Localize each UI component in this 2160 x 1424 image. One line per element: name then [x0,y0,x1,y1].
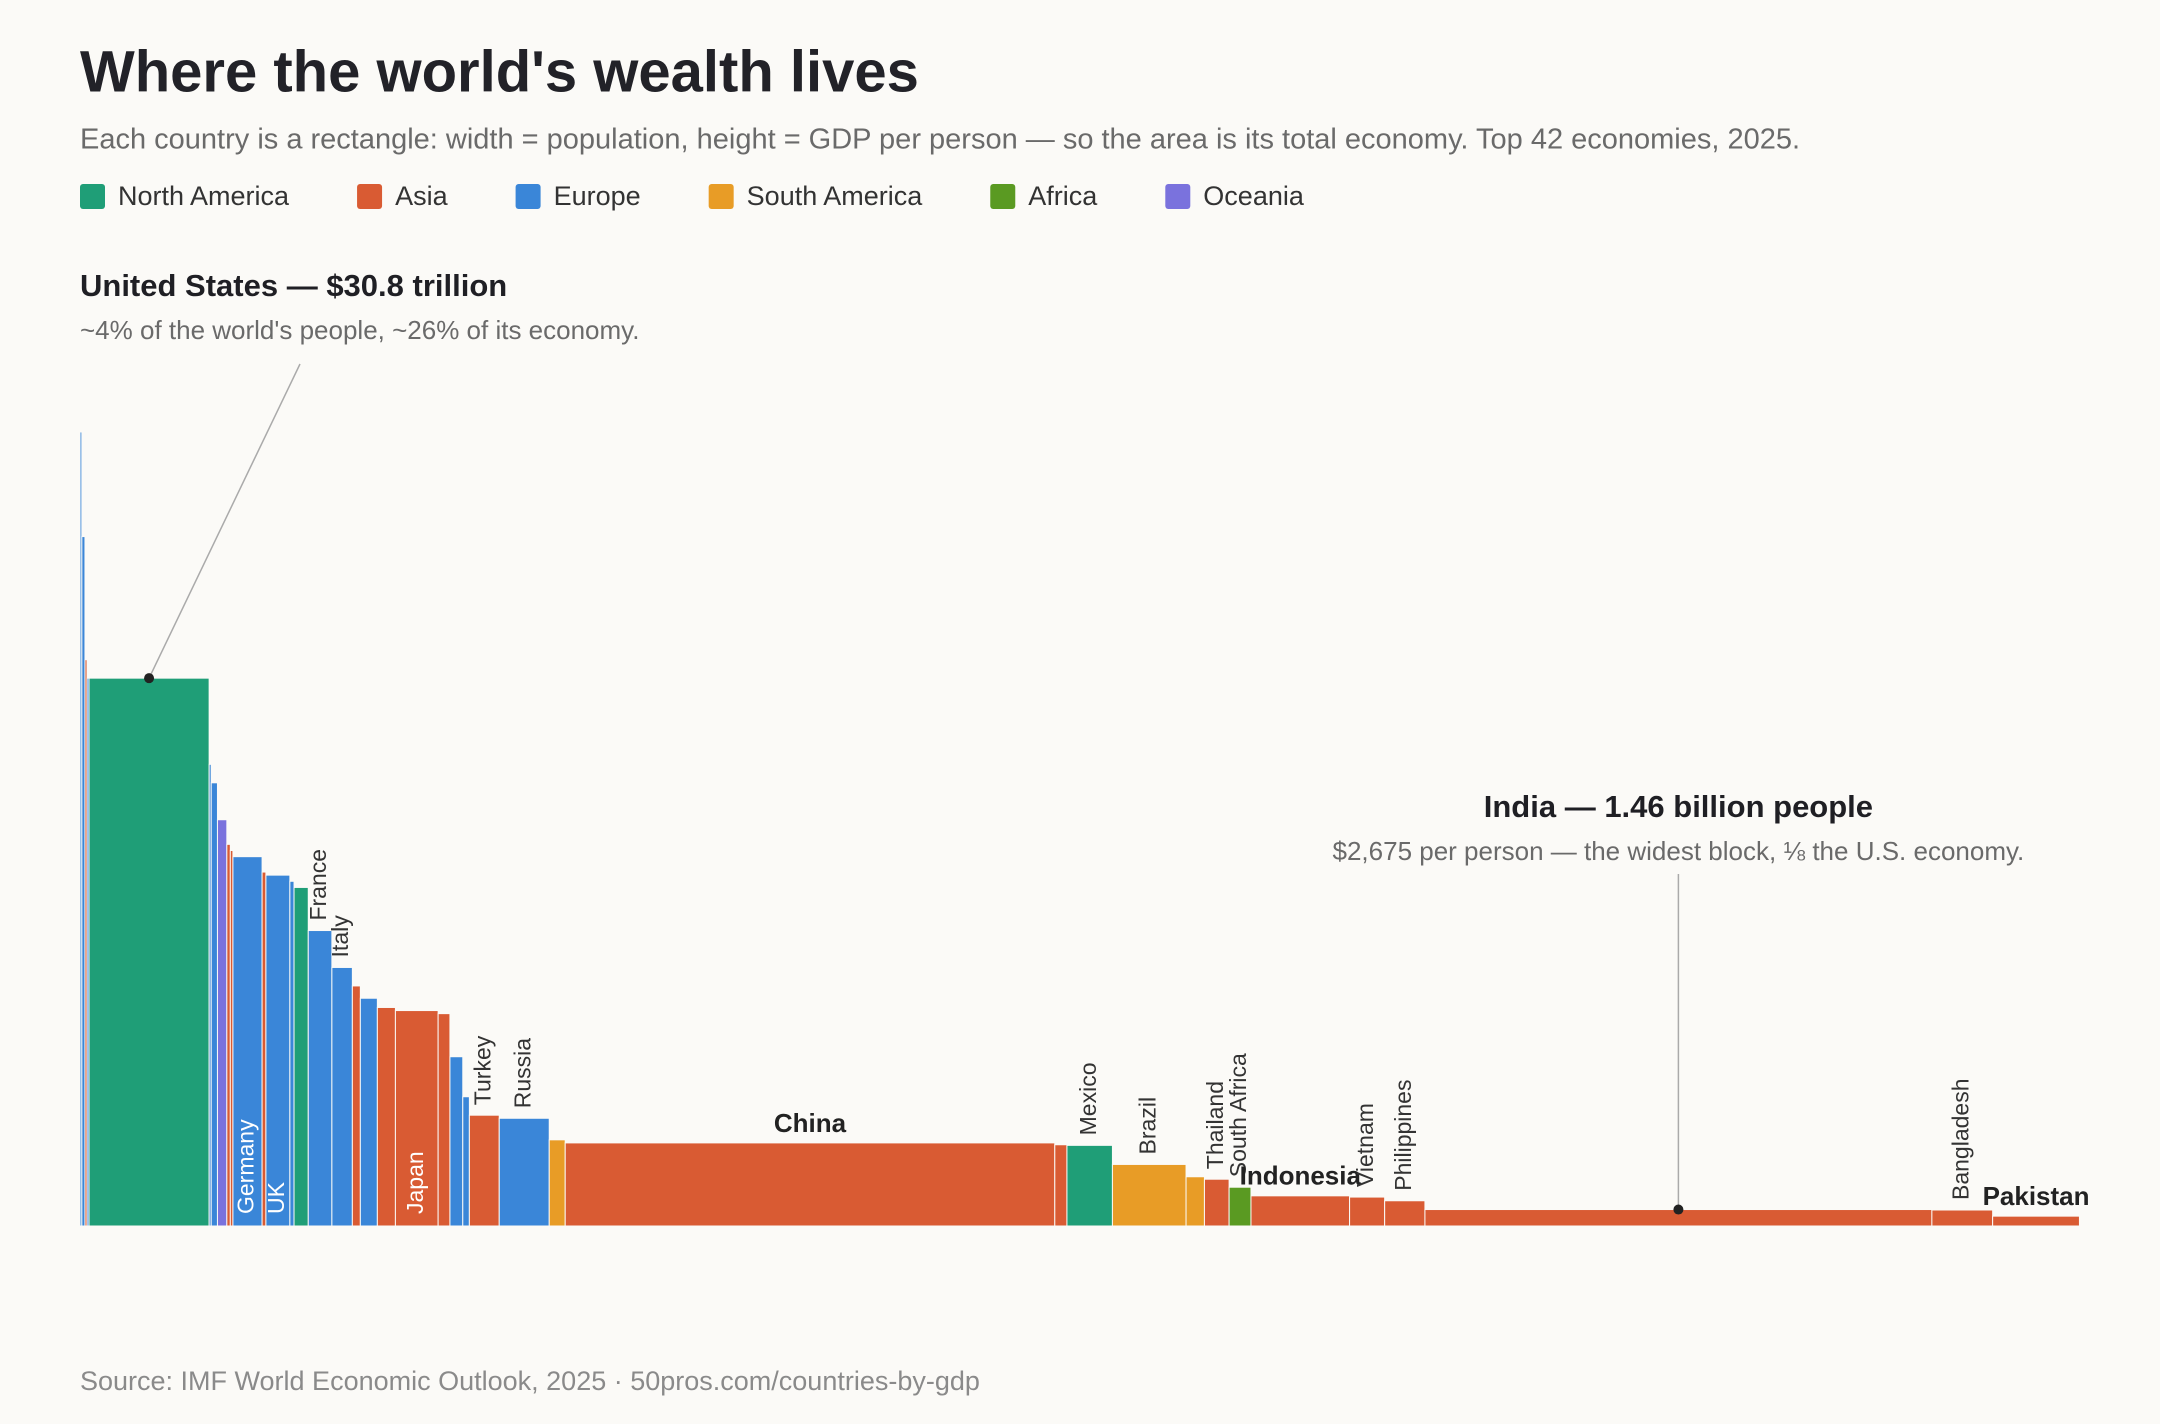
country-block [462,1096,470,1227]
legend-swatch [708,184,734,209]
country-block [1066,1144,1113,1227]
annotation-text: ~4% of the world's people, ~26% of its e… [80,315,639,345]
legend-label: Oceania [1203,181,1305,211]
country-block [468,1114,500,1227]
annotation-title: United States — $30.8 trillion [80,268,507,303]
country-label: Pakistan [1983,1181,2090,1211]
legend-swatch [357,184,383,209]
country-label: France [305,849,331,921]
country-block [564,1142,1056,1227]
country-block [437,1013,451,1227]
annotation-dot [144,673,155,684]
country-label: Bangladesh [1947,1078,1973,1200]
country-block [293,886,309,1227]
legend-label: Asia [395,181,449,211]
country-block [351,985,361,1227]
chart-subtitle: Each country is a rectangle: width = pop… [80,124,1800,156]
country-block [1931,1209,1994,1227]
country-block [1111,1163,1187,1227]
country-block [261,871,267,1227]
country-label: Japan [402,1151,428,1214]
country-block [376,1006,396,1227]
annotation-leader [148,363,301,679]
country-block [1185,1176,1205,1227]
country-block [1228,1186,1252,1227]
country-label: Italy [327,915,353,958]
legend-label: North America [118,181,290,211]
country-block [1992,1215,2080,1227]
country-block [331,966,353,1227]
country-block [88,677,210,1227]
annotation-dot [1673,1204,1684,1215]
country-block [289,880,295,1227]
country-block [307,930,333,1227]
annotation-title: India — 1.46 billion people [1484,789,1873,824]
chart-title: Where the world's wealth lives [80,39,919,104]
legend-label: South America [747,181,924,211]
country-label: Turkey [469,1035,495,1105]
country-block [1349,1196,1386,1227]
legend-swatch [1165,184,1191,209]
country-block [1203,1178,1230,1227]
country-block [359,997,378,1227]
country-label: Russia [509,1038,535,1109]
country-block [394,1010,439,1227]
country-label: China [774,1108,847,1138]
legend-swatch [515,184,541,209]
country-block [216,819,228,1227]
country-label: Philippines [1390,1080,1416,1191]
legend-label: Europe [554,181,641,211]
country-block [265,874,291,1227]
country-block [449,1056,464,1227]
source: Source: IMF World Economic Outlook, 2025… [80,1366,980,1396]
legend-swatch [990,184,1016,209]
country-block [1250,1195,1351,1227]
country-block [1054,1144,1068,1227]
country-label: Indonesia [1240,1161,1362,1191]
country-label: Mexico [1075,1063,1101,1136]
country-block [1384,1200,1426,1227]
annotation-text: $2,675 per person — the widest block, ⅛ … [1333,836,2025,866]
legend-label: Africa [1028,181,1098,211]
country-label: Vietnam [1352,1103,1378,1187]
country-label: Brazil [1134,1097,1160,1155]
country-block [210,782,218,1227]
country-block [498,1117,550,1227]
country-label: South Africa [1225,1053,1251,1177]
country-label: Thailand [1202,1081,1228,1169]
country-block [226,843,231,1227]
country-label: Germany [233,1119,259,1214]
country-block [548,1139,566,1227]
country-label: UK [263,1181,289,1214]
legend-swatch [80,184,105,209]
